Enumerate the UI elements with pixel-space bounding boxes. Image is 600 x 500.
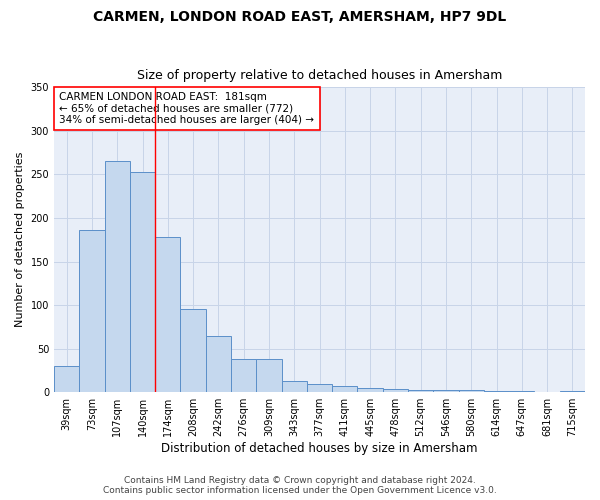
Bar [79, 230, 104, 392]
Y-axis label: Number of detached properties: Number of detached properties [15, 152, 25, 328]
Bar [130, 172, 155, 392]
Bar [231, 359, 256, 392]
Title: Size of property relative to detached houses in Amersham: Size of property relative to detached ho… [137, 69, 502, 82]
Bar [383, 388, 408, 392]
Bar [181, 310, 206, 392]
Bar [54, 366, 79, 392]
Bar [281, 381, 307, 392]
Bar [206, 336, 231, 392]
Bar [307, 384, 332, 392]
Bar [256, 359, 281, 392]
Text: Contains HM Land Registry data © Crown copyright and database right 2024.
Contai: Contains HM Land Registry data © Crown c… [103, 476, 497, 495]
Text: CARMEN, LONDON ROAD EAST, AMERSHAM, HP7 9DL: CARMEN, LONDON ROAD EAST, AMERSHAM, HP7 … [94, 10, 506, 24]
Bar [458, 390, 484, 392]
Bar [358, 388, 383, 392]
Bar [155, 237, 181, 392]
Bar [433, 390, 458, 392]
X-axis label: Distribution of detached houses by size in Amersham: Distribution of detached houses by size … [161, 442, 478, 455]
Bar [332, 386, 358, 392]
Text: CARMEN LONDON ROAD EAST:  181sqm
← 65% of detached houses are smaller (772)
34% : CARMEN LONDON ROAD EAST: 181sqm ← 65% of… [59, 92, 314, 125]
Bar [104, 162, 130, 392]
Bar [408, 390, 433, 392]
